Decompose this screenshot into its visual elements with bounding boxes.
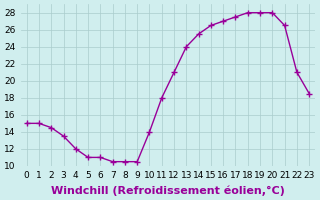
X-axis label: Windchill (Refroidissement éolien,°C): Windchill (Refroidissement éolien,°C) — [51, 185, 285, 196]
